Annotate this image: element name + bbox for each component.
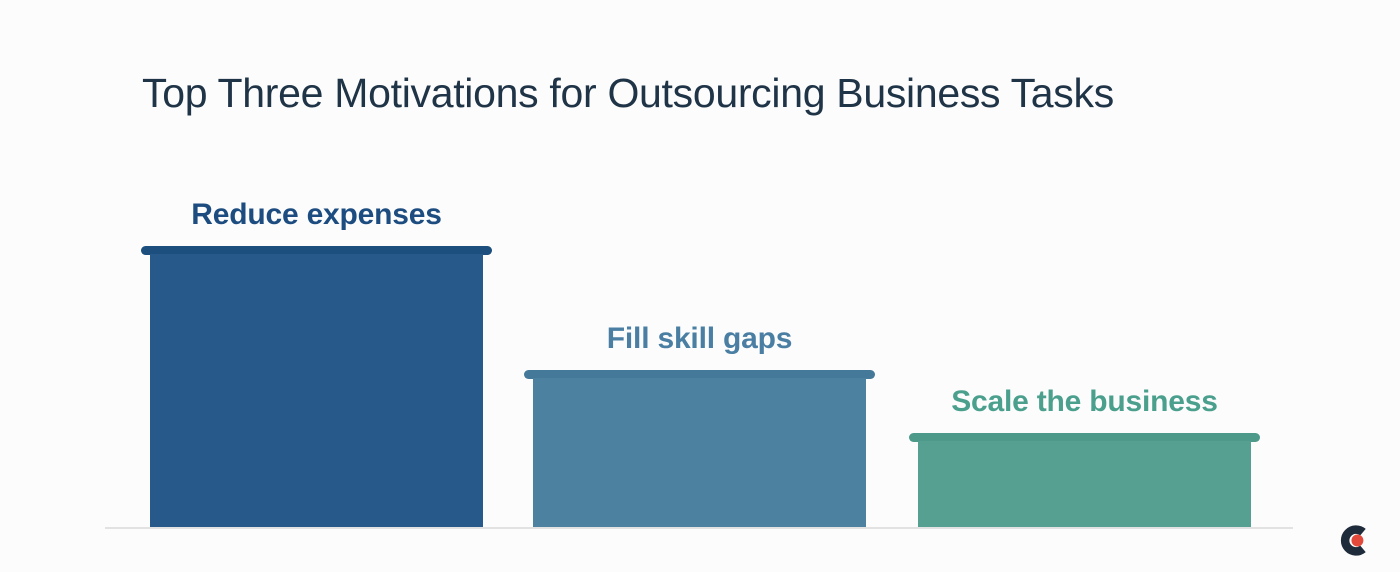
bar-group: Reduce expenses [141,198,492,527]
brand-c-logo [1340,525,1366,556]
logo-ring [1340,525,1366,556]
bar [150,254,483,527]
chart-title: Top Three Motivations for Outsourcing Bu… [142,70,1114,116]
bar-cap [524,370,875,379]
bar-cap [909,433,1260,442]
logo-dot [1351,534,1364,547]
chart-baseline [105,527,1293,529]
bar-label: Fill skill gaps [606,322,793,355]
bar-label: Scale the business [951,385,1218,418]
bar-cap [141,246,492,255]
bar-label: Reduce expenses [191,198,442,231]
bar [918,441,1251,527]
bar-group: Fill skill gaps [524,322,875,527]
bar [533,378,866,527]
bar-group: Scale the business [909,385,1260,527]
